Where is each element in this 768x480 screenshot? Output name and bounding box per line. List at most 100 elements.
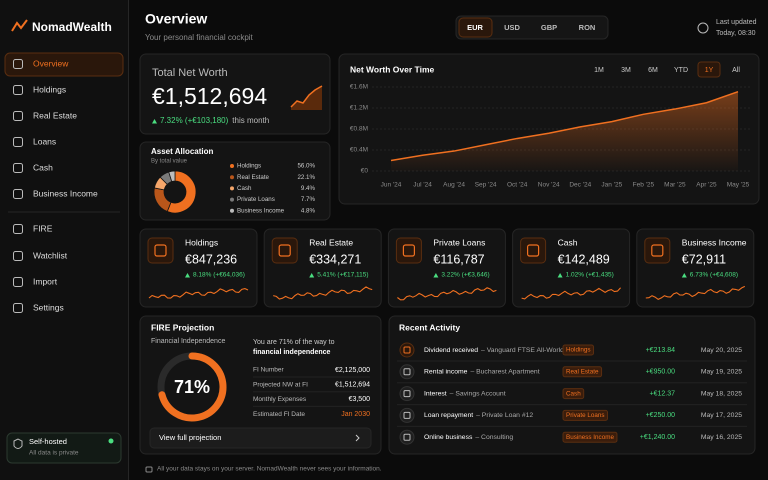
card-icon	[154, 244, 167, 257]
legend-label: Holdings	[237, 163, 261, 170]
x-tick-label: Sep '24	[475, 182, 497, 189]
y-tick-label: €1.2M	[350, 105, 368, 112]
activity-tag-bg	[562, 388, 585, 400]
card-icon	[402, 244, 415, 257]
up-arrow	[309, 273, 315, 278]
range-option[interactable]: All	[732, 67, 740, 74]
activity-card	[388, 315, 756, 455]
currency-option[interactable]: USD	[504, 23, 520, 32]
fire-ring	[158, 352, 227, 422]
legend-dot	[230, 197, 234, 202]
activity-detail: – Vanguard FTSE All-World	[481, 347, 564, 354]
activity-date: May 17, 2025	[701, 412, 742, 419]
activity-icon-bg	[399, 342, 415, 358]
fire-button[interactable]	[149, 427, 372, 449]
activity-name: Rental income	[424, 369, 468, 376]
lock-icon	[145, 466, 153, 473]
allocation-subtitle: By total value	[151, 159, 188, 165]
activity-amount: +€213.84	[646, 347, 675, 354]
nav-item[interactable]: Settings	[33, 302, 64, 312]
x-tick-label: Jan '25	[601, 182, 622, 189]
pie-slice	[168, 170, 176, 182]
chart-title: Net Worth Over Time	[350, 64, 435, 74]
x-tick-label: Dec '24	[569, 182, 591, 189]
card-icon-bg	[644, 237, 671, 264]
nav-item[interactable]: Real Estate	[33, 110, 77, 120]
activity-icon	[403, 433, 411, 441]
nav-item[interactable]: Watchlist	[33, 250, 68, 260]
legend-value: 4.8%	[301, 207, 316, 214]
legend-dot	[230, 186, 234, 191]
card-icon-bg	[395, 237, 422, 264]
currency-option[interactable]: EUR	[467, 23, 483, 32]
activity-amount: +€250.00	[646, 412, 675, 419]
range-option[interactable]: 1M	[594, 67, 604, 74]
activity-icon	[403, 346, 411, 354]
card-label: Private Loans	[433, 237, 485, 247]
card-change: 1.02% (+€1,435)	[566, 272, 614, 279]
x-tick-label: Apr '25	[696, 182, 717, 189]
page-title: Overview	[145, 11, 207, 27]
legend-label: Cash	[237, 185, 252, 192]
fire-subtitle: Financial Independence	[151, 338, 225, 345]
nav-item[interactable]: Overview	[33, 58, 69, 68]
range-option[interactable]: 1Y	[705, 67, 714, 74]
sparkline	[273, 286, 373, 300]
legend-value: 22.1%	[297, 174, 315, 181]
range-option[interactable]: YTD	[674, 67, 688, 74]
sparkline	[397, 287, 497, 301]
x-tick-label: Nov '24	[538, 182, 560, 189]
nav-item[interactable]: Cash	[33, 162, 53, 172]
clock-icon	[697, 22, 709, 34]
y-tick-label: €1.6M	[350, 84, 368, 91]
range-option[interactable]: 3M	[621, 67, 631, 74]
activity-name: Interest	[424, 390, 447, 397]
nav-icon	[13, 277, 23, 287]
activity-detail: – Savings Account	[450, 390, 506, 397]
currency-option[interactable]: GBP	[541, 23, 557, 32]
mini-area	[291, 86, 322, 110]
page-subtitle: Your personal financial cockpit	[145, 33, 254, 42]
y-tick-label: €0	[361, 168, 369, 175]
activity-icon-bg	[399, 429, 415, 445]
fire-text-strong: financial independence	[253, 349, 331, 356]
activity-amount: +€950.00	[646, 369, 675, 376]
sparkline	[521, 287, 622, 300]
activity-detail: – Private Loan #12	[476, 412, 533, 419]
self-hosted-box	[6, 432, 122, 464]
last-updated-value: Today, 08:30	[716, 30, 756, 37]
chevron	[355, 434, 360, 442]
footer-note: All your data stays on your server. Noma…	[157, 466, 382, 473]
legend-label: Business Income	[237, 207, 285, 214]
nav-item[interactable]: Business Income	[33, 188, 98, 198]
net-worth-period: this month	[232, 116, 269, 125]
last-updated-label: Last updated	[716, 19, 757, 26]
nav-item[interactable]: Loans	[33, 136, 56, 146]
activity-tag: Cash	[566, 390, 581, 397]
card-icon	[651, 244, 664, 257]
activity-tag: Real Estate	[566, 368, 599, 375]
self-hosted-subtitle: All data is private	[29, 450, 79, 457]
card-icon	[278, 244, 291, 257]
range-option[interactable]: 6M	[648, 67, 658, 74]
allocation-title: Asset Allocation	[151, 147, 213, 156]
net-worth-value: €1,512,694	[152, 83, 267, 109]
nav-item[interactable]: Holdings	[33, 84, 66, 94]
card-value: €116,787	[433, 252, 484, 266]
activity-date: May 20, 2025	[701, 347, 742, 354]
card-icon-bg	[271, 237, 298, 264]
card-label: Business Income	[682, 237, 747, 247]
fire-text: You are 71% of the way to	[253, 339, 335, 346]
fire-row-value: €2,125,000	[335, 367, 370, 374]
nav-item[interactable]: Import	[33, 276, 58, 286]
nav-item[interactable]: FIRE	[33, 223, 53, 233]
activity-icon-bg	[399, 386, 415, 402]
nav-icon	[13, 251, 23, 261]
currency-option[interactable]: RON	[579, 23, 596, 32]
card-icon-bg	[147, 237, 174, 264]
fire-row-label: Monthly Expenses	[253, 396, 307, 403]
y-tick-label: €0.8M	[350, 126, 368, 133]
card-change: 5.41% (+€17,115)	[317, 272, 368, 279]
nav-icon	[13, 137, 23, 147]
